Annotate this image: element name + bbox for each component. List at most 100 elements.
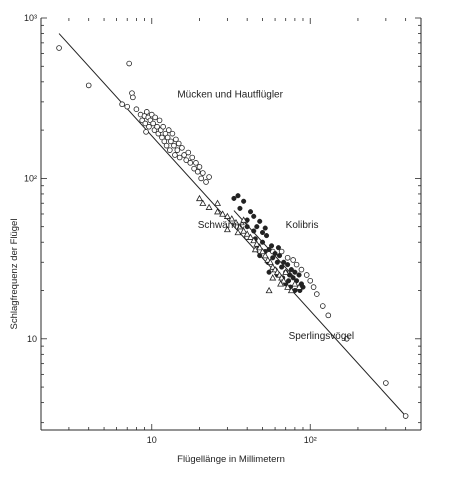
open-triangle-point [250, 236, 258, 244]
open-circle-point [200, 170, 206, 176]
open-circle-point [124, 103, 131, 110]
filled-circle-point [251, 228, 257, 234]
open-circle-point [146, 123, 152, 130]
x-tick-label: 10 [147, 435, 157, 445]
open-triangle-point [295, 283, 303, 290]
y-tick-label: 10³ [24, 13, 37, 23]
open-triangle-point [253, 240, 261, 247]
open-triangle-point [199, 199, 207, 206]
open-triangle-point [284, 283, 292, 290]
filled-circle-point [290, 275, 296, 281]
filled-circle-point [285, 262, 291, 268]
open-triangle-point [223, 225, 231, 233]
open-triangle-point [243, 230, 251, 237]
filled-circle-point [279, 264, 285, 270]
filled-circle-point [262, 225, 268, 231]
filled-circle-point [276, 253, 283, 259]
open-circle-point [154, 123, 160, 130]
filled-circle-point [281, 259, 287, 265]
open-circle-point [156, 117, 163, 124]
open-circle-point [56, 45, 62, 51]
filled-circle-point [257, 218, 263, 224]
open-triangle-point [240, 216, 248, 223]
open-circle-point [164, 134, 171, 141]
open-circle-point [179, 145, 185, 151]
open-circle-point [143, 109, 150, 115]
open-triangle-point [261, 252, 269, 259]
open-circle-point [167, 147, 173, 153]
open-circle-point [193, 160, 199, 166]
open-circle-point [293, 261, 300, 268]
open-triangle-point [234, 228, 242, 236]
open-circle-point [307, 277, 314, 284]
x-axis-label: Flügellänge in Millimetern [177, 454, 285, 465]
open-circle-point [133, 106, 140, 113]
y-tick-label: 10 [27, 334, 37, 344]
open-triangle-point [223, 212, 231, 219]
filled-circle-point [241, 198, 247, 204]
open-triangle-point [251, 245, 259, 253]
open-triangle-point [205, 203, 213, 210]
annotations: Mücken und Hautflügler Schwärmer Kolibris S… [177, 89, 354, 341]
open-circle-point [183, 157, 190, 163]
open-circle-point [85, 82, 92, 89]
open-circle-point [198, 175, 204, 182]
filled-circle-point [237, 205, 243, 211]
open-circle-point [191, 165, 197, 172]
open-circle-point [165, 127, 172, 133]
open-circle-point [169, 130, 176, 137]
open-triangle-point [236, 223, 244, 230]
data-points [56, 45, 409, 419]
open-circle-point [298, 266, 305, 273]
filled-circle-point [263, 233, 270, 239]
filled-circle-point [244, 224, 250, 230]
annotation-label: Sperlingsvögel [289, 331, 355, 342]
open-circle-point [310, 284, 317, 290]
filled-circle-point [272, 250, 278, 257]
y-axis-label: Schlagfrequenz der Flügel [9, 219, 20, 330]
open-circle-point [187, 160, 194, 166]
open-circle-point [175, 140, 182, 147]
x-tick-label: 10² [304, 435, 317, 445]
open-circle-point [126, 60, 132, 67]
filled-circle-point [292, 269, 298, 275]
open-circle-point [194, 168, 201, 175]
open-triangle-point [266, 258, 274, 265]
regression-line [58, 33, 407, 417]
annotation-label: Kolibris [286, 220, 319, 231]
filled-circle-point [247, 209, 254, 215]
axis-ticks: 10 10² 10 10² 10³ [24, 13, 422, 445]
open-circle-point [150, 120, 156, 127]
filled-circle-point [259, 239, 266, 245]
filled-circle-point [254, 224, 260, 230]
open-circle-point [284, 254, 291, 261]
open-circle-point [343, 335, 350, 342]
open-circle-point [119, 101, 125, 108]
open-triangle-point [219, 210, 227, 217]
open-circle-point [203, 179, 209, 185]
open-triangle-point [291, 280, 299, 287]
open-circle-point [173, 136, 179, 143]
filled-circle-point [266, 269, 272, 275]
open-circle-point [303, 272, 310, 278]
filled-circle-point [259, 229, 266, 236]
open-triangle-point [269, 274, 277, 281]
filled-circle-point [251, 213, 257, 219]
filled-circle-point [288, 267, 294, 273]
open-circle-point [196, 164, 203, 170]
open-triangle-point [280, 277, 288, 284]
open-circle-point [168, 138, 174, 145]
open-circle-point [313, 291, 320, 297]
open-triangle-point [195, 194, 203, 202]
open-circle-point [163, 142, 170, 149]
open-circle-point [172, 152, 178, 158]
open-triangle-point [214, 208, 222, 215]
open-circle-point [185, 149, 192, 156]
open-triangle-point [240, 227, 248, 234]
open-circle-point [159, 134, 165, 141]
open-circle-point [278, 248, 285, 255]
open-circle-point [152, 114, 158, 121]
filled-circle-point [286, 278, 292, 284]
open-circle-point [290, 257, 296, 263]
